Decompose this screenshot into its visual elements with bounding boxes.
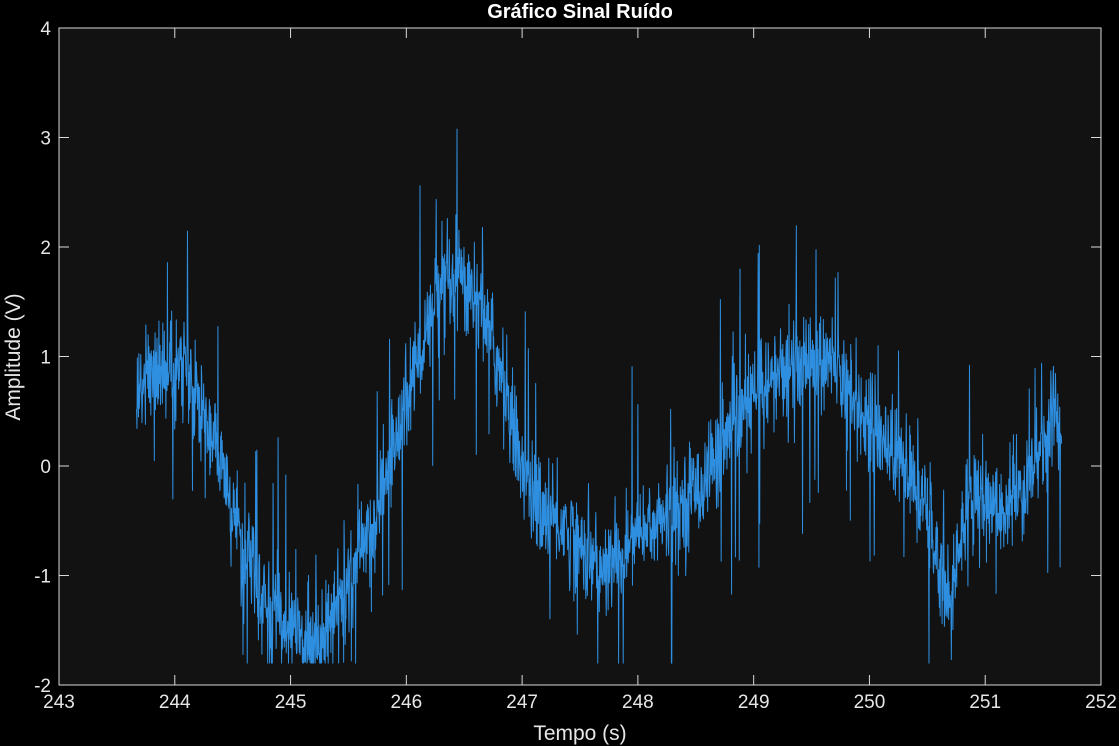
y-tick-label: 0 (40, 457, 51, 478)
x-tick-label: 243 (43, 692, 75, 713)
tick-layer: 243 244 245 246 247 248 249 250 251 252 -2 -1 0 1 2 3 4 (34, 19, 1117, 713)
x-tick-label: 245 (275, 692, 307, 713)
y-tick-label: 1 (40, 348, 51, 369)
y-tick-label: 3 (40, 129, 51, 150)
x-tick-label: 250 (854, 692, 886, 713)
y-tick-label: 2 (40, 238, 51, 259)
y-tick-label: 4 (40, 19, 51, 40)
series-layer (136, 128, 1063, 664)
series-line (136, 128, 1063, 664)
y-tick-label: -2 (34, 676, 51, 697)
y-tick-label: -1 (34, 567, 51, 588)
x-tick-label: 246 (390, 692, 422, 713)
x-tick-label: 251 (969, 692, 1001, 713)
x-tick-label: 248 (622, 692, 654, 713)
chart-title: Gráfico Sinal Ruído (487, 1, 673, 23)
x-tick-label: 244 (159, 692, 191, 713)
x-tick-label: 247 (506, 692, 538, 713)
x-tick-label: 252 (1085, 692, 1117, 713)
y-axis-label: Amplitude (V) (2, 293, 25, 420)
x-tick-label: 249 (738, 692, 770, 713)
axes-background (59, 28, 1101, 685)
x-axis-label: Tempo (s) (533, 722, 626, 745)
